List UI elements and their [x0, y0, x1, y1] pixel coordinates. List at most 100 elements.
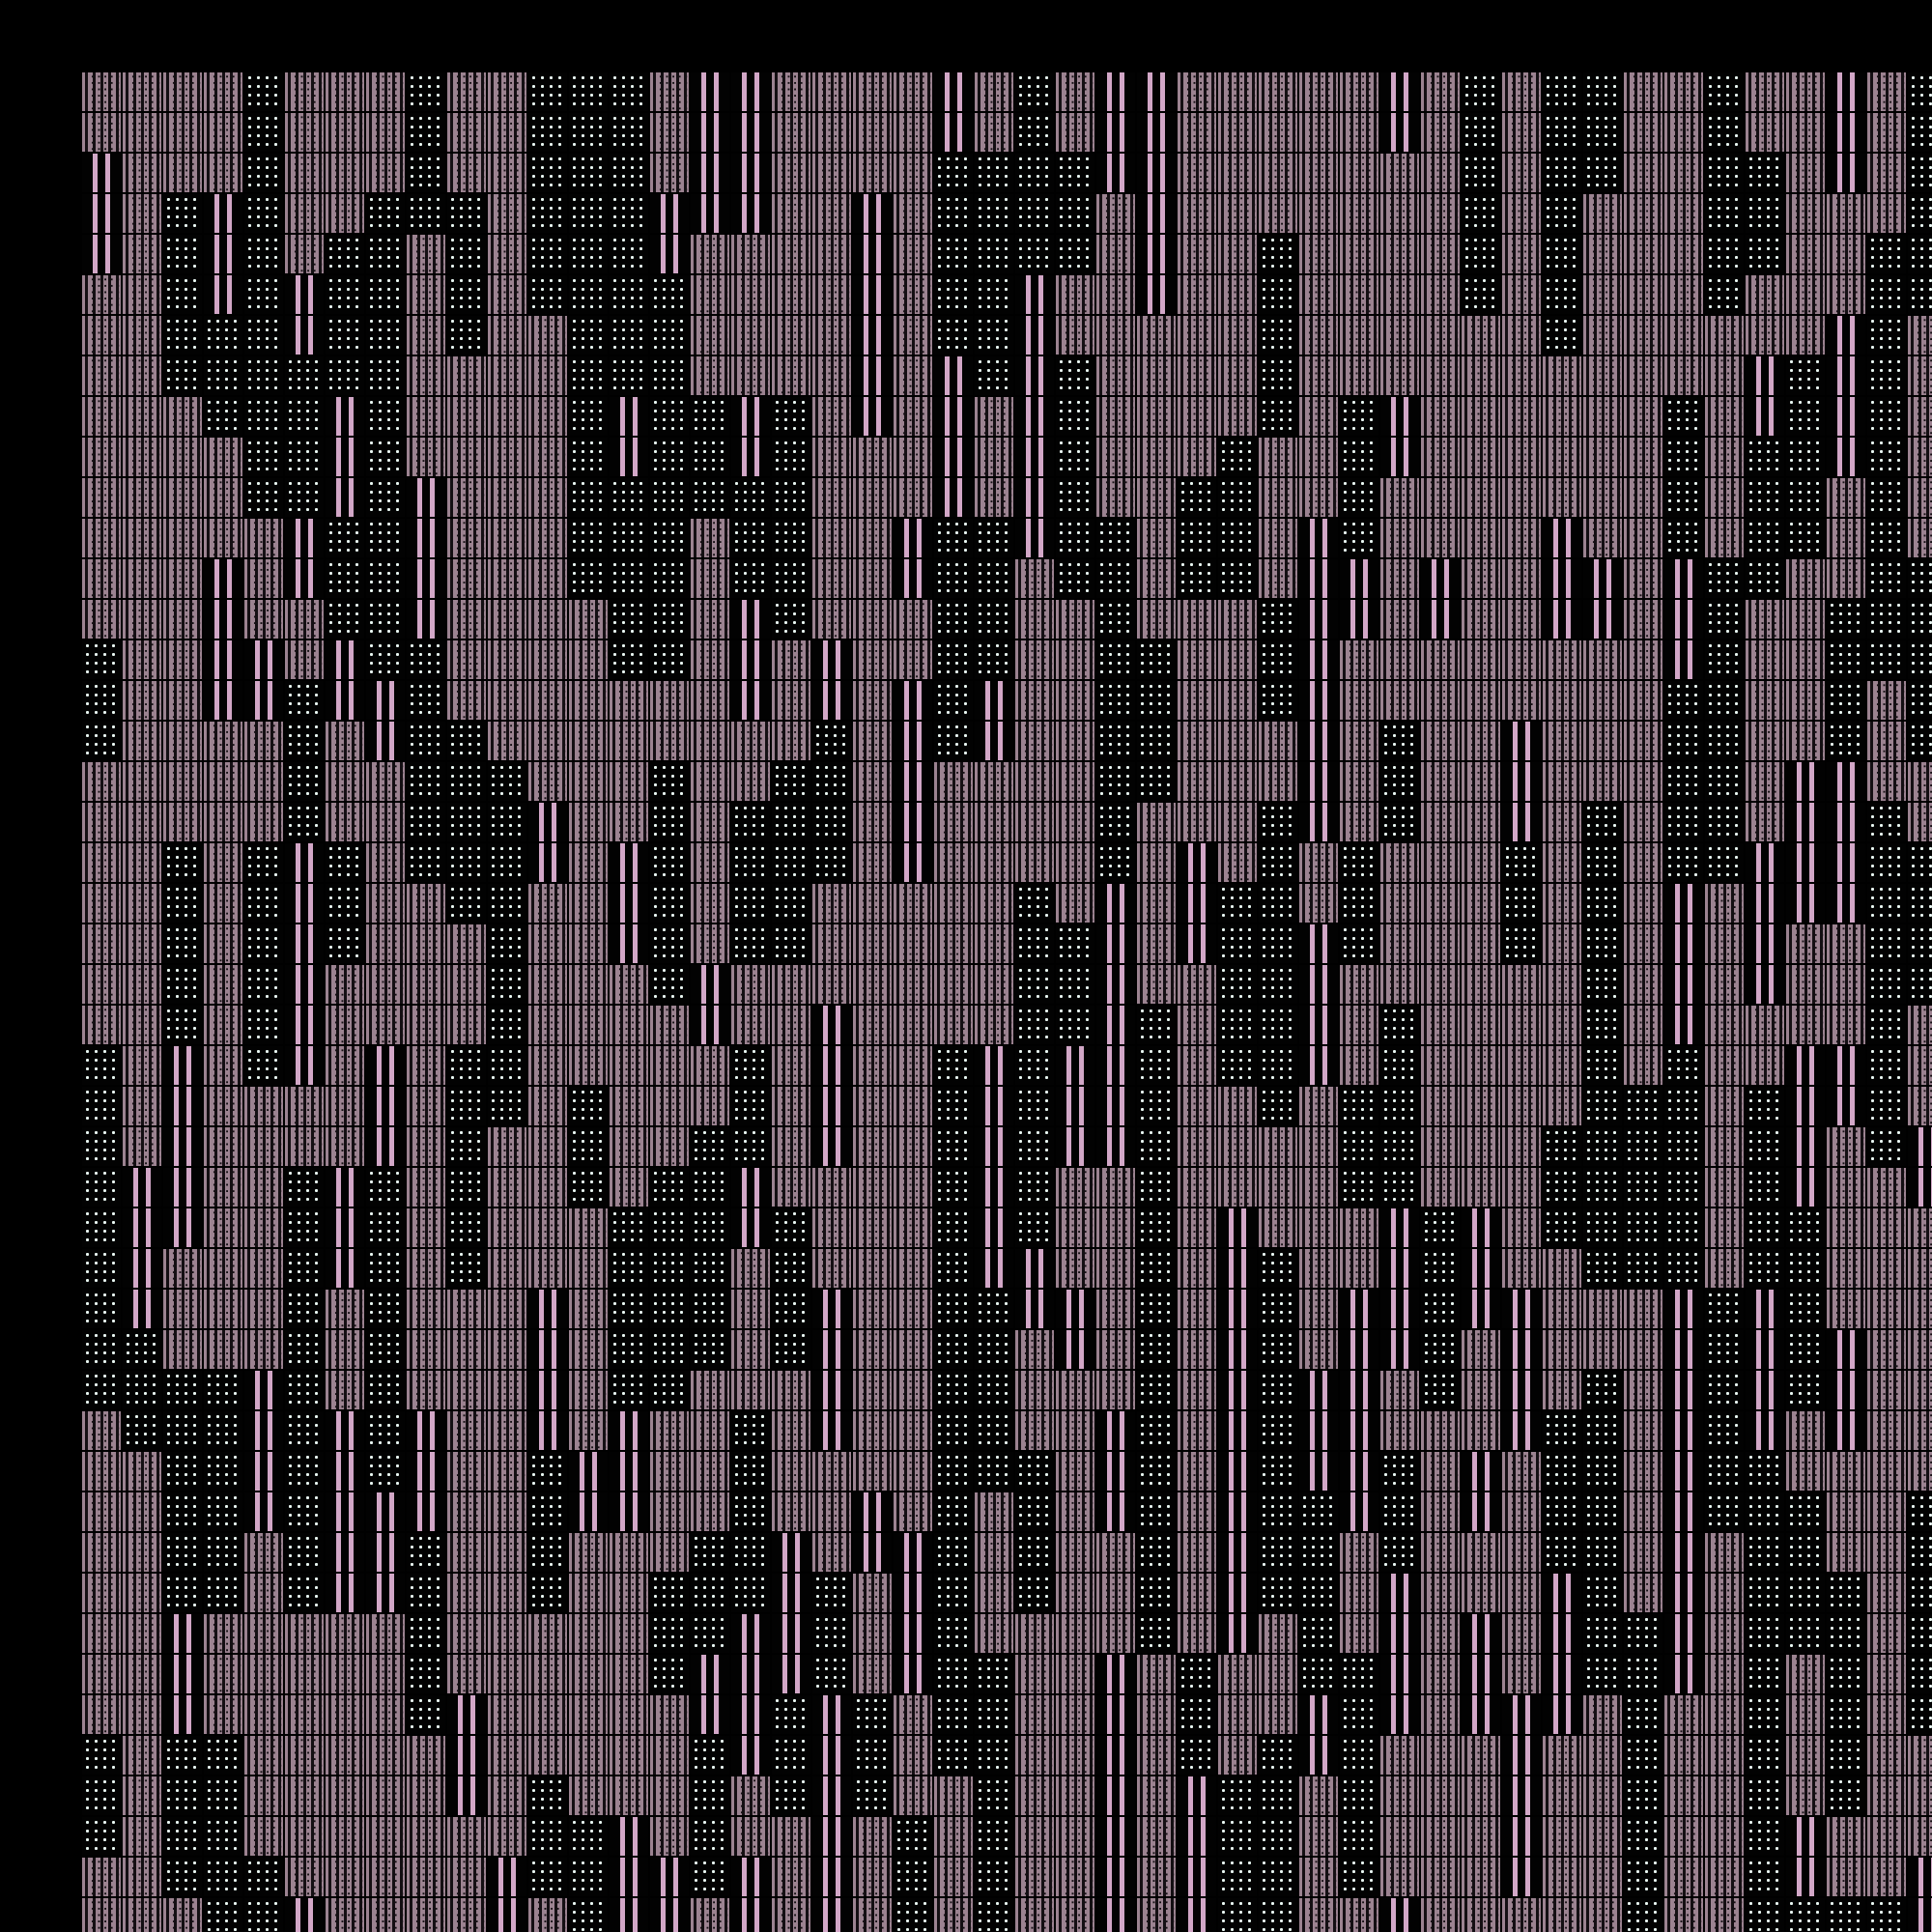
- weave-cell: [1583, 722, 1622, 760]
- weave-cell: [772, 194, 810, 233]
- dotted-cell: [1380, 1087, 1419, 1125]
- weave-cell: [1299, 1208, 1338, 1247]
- weave-cell: [1380, 559, 1419, 598]
- dotted-cell: [812, 1655, 851, 1693]
- dotted-cell: [82, 681, 121, 720]
- weave-cell: [1178, 803, 1216, 841]
- dotted-cell: [1380, 1168, 1419, 1207]
- weave-cell: [1299, 316, 1338, 355]
- dotted-cell: [1746, 1898, 1784, 1932]
- weave-cell: [447, 1330, 486, 1369]
- weave-cell: [691, 1411, 729, 1450]
- dotted-cell: [1096, 843, 1135, 882]
- weave-cell: [1786, 722, 1825, 760]
- dotted-cell: [1015, 924, 1054, 963]
- double-line-cell: [1502, 1290, 1541, 1328]
- dotted-cell: [610, 559, 648, 598]
- weave-cell: [1218, 397, 1257, 436]
- dotted-cell: [610, 1330, 648, 1369]
- double-line-cell: [1299, 681, 1338, 720]
- double-line-cell: [285, 884, 324, 923]
- weave-cell: [1705, 1046, 1744, 1085]
- weave-cell: [123, 884, 161, 923]
- double-line-cell: [1299, 1046, 1338, 1085]
- weave-cell: [691, 640, 729, 679]
- weave-cell: [1137, 316, 1176, 355]
- weave-cell: [82, 356, 121, 395]
- double-line-cell: [1096, 1817, 1135, 1856]
- dotted-cell: [1867, 397, 1906, 436]
- weave-cell: [569, 762, 608, 801]
- weave-cell: [1462, 843, 1500, 882]
- weave-cell: [1056, 113, 1094, 152]
- dotted-cell: [1380, 1006, 1419, 1044]
- weave-cell: [366, 1006, 405, 1044]
- weave-cell: [1462, 803, 1500, 841]
- dotted-cell: [1340, 1736, 1378, 1775]
- weave-cell: [975, 924, 1013, 963]
- dotted-cell: [610, 1290, 648, 1328]
- weave-cell: [326, 1614, 364, 1653]
- dotted-cell: [1624, 1208, 1662, 1247]
- double-line-cell: [528, 1330, 567, 1369]
- weave-cell: [1543, 1046, 1581, 1085]
- double-line-cell: [691, 154, 729, 192]
- dotted-cell: [934, 1127, 973, 1166]
- weave-cell: [82, 519, 121, 557]
- double-line-cell: [1380, 1208, 1419, 1247]
- dotted-cell: [447, 1087, 486, 1125]
- weave-cell: [1421, 235, 1460, 273]
- weave-cell: [1178, 275, 1216, 314]
- dotted-cell: [1746, 1127, 1784, 1166]
- weave-cell: [1218, 1736, 1257, 1775]
- weave-cell: [1827, 965, 1865, 1004]
- weave-cell: [123, 438, 161, 476]
- dotted-cell: [894, 1858, 932, 1896]
- double-line-cell: [1664, 1290, 1703, 1328]
- weave-cell: [1218, 803, 1257, 841]
- weave-cell: [1380, 640, 1419, 679]
- weave-cell: [610, 1046, 648, 1085]
- dotted-cell: [1421, 1371, 1460, 1409]
- double-line-cell: [1340, 1411, 1378, 1450]
- dotted-cell: [1664, 803, 1703, 841]
- dotted-cell: [447, 884, 486, 923]
- double-line-cell: [1380, 438, 1419, 476]
- weave-cell: [650, 1452, 689, 1491]
- double-line-cell: [1137, 113, 1176, 152]
- weave-cell: [1867, 1371, 1906, 1409]
- dotted-cell: [163, 1858, 202, 1896]
- weave-cell: [1299, 1168, 1338, 1207]
- weave-cell: [1583, 478, 1622, 517]
- dotted-cell: [731, 1492, 770, 1531]
- dotted-cell: [569, 1858, 608, 1896]
- dotted-cell: [1827, 1574, 1865, 1612]
- dotted-cell: [1380, 1492, 1419, 1531]
- weave-cell: [123, 154, 161, 192]
- dotted-cell: [1705, 1452, 1744, 1491]
- double-line-cell: [1096, 1492, 1135, 1531]
- dotted-cell: [650, 1249, 689, 1288]
- dotted-cell: [975, 1330, 1013, 1369]
- weave-cell: [1462, 1330, 1500, 1369]
- weave-cell: [1624, 640, 1662, 679]
- weave-cell: [1746, 316, 1784, 355]
- weave-cell: [691, 559, 729, 598]
- dotted-cell: [407, 722, 445, 760]
- dotted-cell: [528, 1776, 567, 1815]
- dotted-cell: [1178, 1736, 1216, 1775]
- weave-cell: [1502, 72, 1541, 111]
- double-line-cell: [366, 1046, 405, 1085]
- weave-cell: [772, 681, 810, 720]
- double-line-cell: [894, 519, 932, 557]
- weave-cell: [285, 113, 324, 152]
- weave-cell: [1624, 600, 1662, 639]
- weave-cell: [123, 72, 161, 111]
- dotted-cell: [1908, 722, 1932, 760]
- double-line-cell: [285, 965, 324, 1004]
- weave-cell: [204, 884, 242, 923]
- weave-cell: [1502, 1046, 1541, 1085]
- dotted-cell: [1624, 1168, 1662, 1207]
- weave-cell: [1299, 478, 1338, 517]
- dotted-cell: [934, 600, 973, 639]
